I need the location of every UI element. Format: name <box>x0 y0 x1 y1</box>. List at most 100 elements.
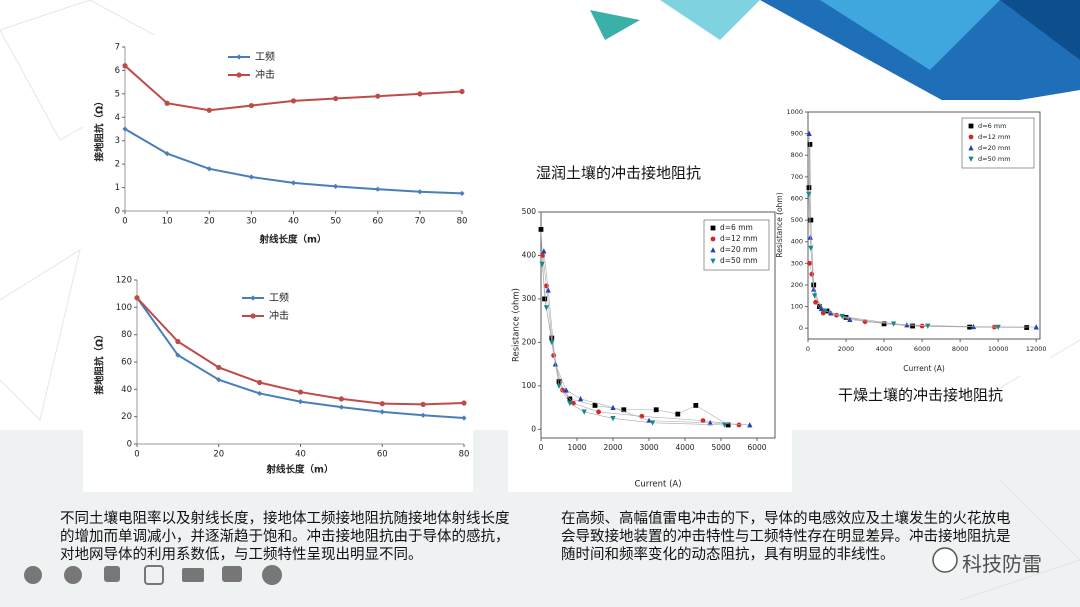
y-tick-label: 600 <box>791 194 803 202</box>
x-tick-label: 10000 <box>988 345 1009 353</box>
x-tick-label: 60 <box>372 217 383 227</box>
wechat-icon <box>932 547 958 573</box>
plot-frame <box>807 111 1041 340</box>
y-axis-label: 接地阻抗（Ω） <box>94 96 106 161</box>
point <box>563 387 569 393</box>
point <box>700 418 706 424</box>
point <box>375 93 381 99</box>
legend-label: d=20 mm <box>978 144 1011 152</box>
point <box>290 98 297 104</box>
point <box>297 389 304 395</box>
y-axis-label: Resistance (ohm) <box>512 288 522 362</box>
x-tick-label: 0 <box>134 450 139 460</box>
legend-box <box>961 117 1035 169</box>
y-tick-label: 500 <box>522 207 537 216</box>
point <box>910 323 915 329</box>
y-tick-label: 40 <box>121 385 132 395</box>
zoom-button[interactable] <box>144 565 164 585</box>
x-tick-label: 2000 <box>838 345 855 353</box>
point <box>809 271 815 277</box>
chart-box <box>83 35 473 257</box>
point <box>122 126 128 132</box>
caption: 湿润土壤的冲击接地阻抗 <box>536 164 702 182</box>
point <box>649 420 656 426</box>
legend-label: d=6 mm <box>978 122 1006 130</box>
point <box>807 142 813 147</box>
point <box>248 174 254 180</box>
point <box>250 295 256 301</box>
point <box>725 422 731 428</box>
point <box>811 286 817 292</box>
point <box>549 339 555 346</box>
x-axis-label: 射线长度（m） <box>266 464 334 476</box>
point <box>338 396 344 402</box>
x-tick-label: 1000 <box>567 443 586 452</box>
x-tick-label: 3000 <box>639 443 658 452</box>
point <box>379 401 385 407</box>
legend-label: 工频 <box>269 291 289 304</box>
x-tick-label: 40 <box>295 450 306 460</box>
point <box>621 407 627 413</box>
y-tick-label: 300 <box>522 294 537 303</box>
next-button[interactable] <box>64 566 82 584</box>
y-tick-label: 400 <box>522 250 537 259</box>
y-tick-label: 20 <box>121 412 132 422</box>
point <box>710 225 716 231</box>
point <box>543 305 550 311</box>
prev-button[interactable] <box>24 566 42 584</box>
point <box>461 415 467 421</box>
point <box>459 88 465 95</box>
point <box>968 134 974 140</box>
point <box>539 261 545 268</box>
y-tick-label: 1 <box>115 183 120 193</box>
more-button[interactable] <box>262 565 282 585</box>
point <box>417 189 423 195</box>
legend-label: d=50 mm <box>720 256 758 265</box>
point <box>541 248 547 254</box>
point <box>653 407 659 413</box>
pen-button[interactable] <box>104 566 120 582</box>
x-tick-label: 80 <box>457 217 468 227</box>
y-tick-label: 1000 <box>786 108 803 116</box>
point <box>822 308 828 314</box>
y-tick-label: 300 <box>791 259 803 267</box>
legend-label: d=6 mm <box>720 223 753 232</box>
x-tick-label: 10 <box>162 217 173 227</box>
plot-frame <box>540 211 776 439</box>
y-tick-label: 6 <box>115 66 120 76</box>
point <box>297 399 304 405</box>
paragraph: 不同土壤电阻率以及射线长度，接地体工频接地阻抗随接地体射线长度的增加而单调减小，… <box>60 511 510 563</box>
y-tick-label: 0 <box>799 324 803 332</box>
point <box>925 323 931 329</box>
point <box>806 185 812 191</box>
y-tick-label: 500 <box>791 216 803 224</box>
point <box>817 304 822 309</box>
y-tick-label: 2 <box>115 160 120 170</box>
point <box>417 91 423 97</box>
video-button[interactable] <box>182 568 204 582</box>
point <box>338 404 344 410</box>
x-tick-label: 40 <box>288 217 299 227</box>
y-tick-label: 3 <box>115 136 120 146</box>
paragraph: 在高频、高幅值雷电冲击的下，导体的电感效应及土壤发生的火花放电会导致接地装置的冲… <box>561 511 1011 563</box>
deco <box>660 0 760 40</box>
y-tick-label: 60 <box>121 358 132 368</box>
x-tick-label: 2000 <box>603 443 622 452</box>
point <box>881 321 887 327</box>
point <box>710 236 716 242</box>
point <box>206 107 212 113</box>
x-tick-label: 60 <box>377 450 388 460</box>
y-tick-label: 100 <box>791 303 803 311</box>
point <box>567 400 573 407</box>
x-tick-label: 4000 <box>675 443 694 452</box>
x-tick-label: 0 <box>539 443 544 452</box>
comment-button[interactable] <box>222 566 242 582</box>
y-tick-label: 700 <box>791 173 803 181</box>
y-tick-label: 800 <box>791 151 803 159</box>
point <box>967 324 973 330</box>
point <box>839 313 845 320</box>
point <box>806 191 812 198</box>
point <box>806 130 812 137</box>
